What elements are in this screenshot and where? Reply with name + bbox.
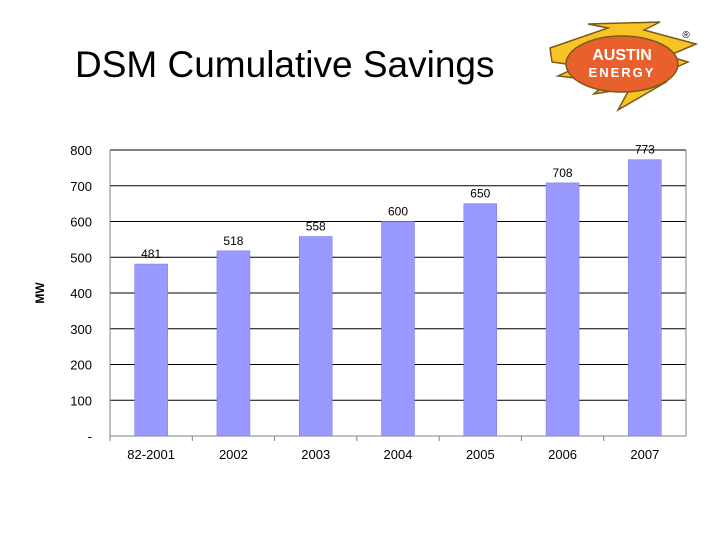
data-label: 773 [635, 143, 655, 157]
y-tick-label: 500 [70, 250, 92, 265]
y-tick-label: - [88, 429, 92, 444]
data-label: 481 [141, 247, 161, 261]
bar [463, 203, 498, 437]
x-tick-label: 2002 [219, 447, 248, 462]
y-axis-title: MW [33, 282, 47, 304]
y-tick-label: 600 [70, 215, 92, 230]
y-tick-label: 100 [70, 393, 92, 408]
y-tick-label: 200 [70, 358, 92, 373]
x-tick-label: 2007 [630, 447, 659, 462]
bar [381, 221, 415, 437]
x-tick-label: 82-2001 [127, 447, 175, 462]
x-tick-label: 2003 [301, 447, 330, 462]
data-label: 708 [553, 166, 573, 180]
data-label: 518 [223, 234, 243, 248]
x-tick-label: 2005 [466, 447, 495, 462]
logo-text-austin: AUSTIN [592, 47, 652, 64]
austin-energy-logo: AUSTIN ENERGY ® [549, 21, 698, 113]
bar [216, 250, 251, 437]
y-tick-label: 700 [70, 179, 92, 194]
x-tick-label: 2006 [548, 447, 577, 462]
bar [298, 236, 333, 437]
slide-title: DSM Cumulative Savings [75, 44, 495, 85]
bar [545, 182, 580, 437]
data-label: 558 [306, 220, 326, 234]
y-tick-label: 800 [70, 143, 92, 158]
logo-oval [565, 35, 679, 93]
registered-mark: ® [682, 30, 690, 41]
data-label: 650 [470, 187, 490, 201]
data-label: 600 [388, 205, 408, 219]
logo-text-energy: ENERGY [589, 65, 656, 80]
y-tick-label: 400 [70, 286, 92, 301]
bar [134, 263, 168, 437]
x-tick-label: 2004 [384, 447, 413, 462]
y-tick-label: 300 [70, 322, 92, 337]
bar [628, 159, 662, 437]
